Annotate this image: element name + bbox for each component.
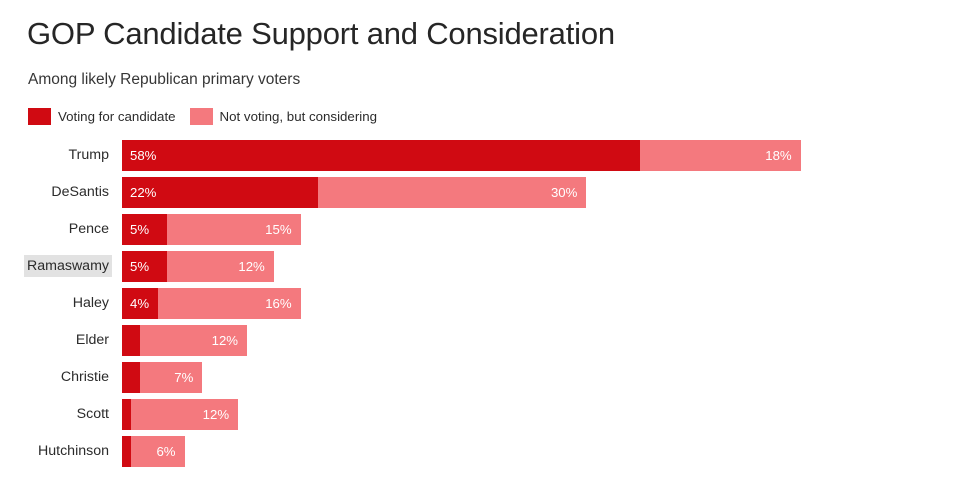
bar-row[interactable]: Ramaswamy 5% 12%: [0, 251, 980, 282]
gridline-60: [657, 140, 659, 479]
legend-item-considering[interactable]: Not voting, but considering: [189, 107, 377, 125]
row-label-ramaswamy[interactable]: Ramaswamy: [24, 251, 112, 282]
gridline-20: [300, 140, 302, 479]
bar-segment-considering[interactable]: 7%: [139, 362, 203, 393]
bar-segment-considering[interactable]: 12%: [166, 251, 274, 282]
bar-value-label: 15%: [265, 222, 292, 237]
bar-row[interactable]: Trump 58% 18%: [0, 140, 980, 171]
bar-track: 5% 15%: [122, 214, 301, 245]
bar-segment-considering[interactable]: 6%: [130, 436, 185, 467]
row-label-christie[interactable]: Christie: [58, 362, 112, 393]
bar-segment-considering[interactable]: 12%: [130, 399, 239, 430]
bar-segment-considering[interactable]: 30%: [318, 177, 587, 208]
bar-track: 22% 30%: [122, 177, 587, 208]
bar-segment-considering[interactable]: 18%: [639, 140, 801, 171]
bar-segment-voting[interactable]: [122, 325, 140, 356]
bar-row[interactable]: Haley 4% 16%: [0, 288, 980, 319]
row-label-haley[interactable]: Haley: [70, 288, 112, 319]
chart-title: GOP Candidate Support and Consideration: [27, 16, 615, 51]
bar-row[interactable]: Hutchinson 6%: [0, 436, 980, 467]
bar-segment-voting[interactable]: 5%: [122, 251, 167, 282]
bar-row[interactable]: Elder 12%: [0, 325, 980, 356]
gridline-50: [568, 140, 570, 479]
row-label-text: Hutchinson: [38, 443, 109, 459]
row-label-trump[interactable]: Trump: [66, 140, 112, 171]
bar-segment-considering[interactable]: 16%: [157, 288, 301, 319]
row-label-text: Elder: [75, 332, 109, 348]
row-label-desantis[interactable]: DeSantis: [48, 177, 112, 208]
bar-segment-voting[interactable]: [122, 399, 131, 430]
plot-area: Trump 58% 18% DeSantis 22% 30% Pence 5% 15% Ramas…: [0, 140, 980, 479]
bar-value-label: 12%: [211, 333, 239, 348]
bar-row[interactable]: DeSantis 22% 30%: [0, 177, 980, 208]
bar-value-label: 4%: [130, 296, 150, 311]
row-label-text: Trump: [68, 147, 109, 163]
bar-value-label: 12%: [238, 259, 265, 274]
row-label-hutchinson[interactable]: Hutchinson: [35, 436, 112, 467]
chart-legend: Voting for candidate Not voting, but cons…: [28, 107, 377, 125]
bar-value-label: 30%: [550, 185, 578, 200]
bar-track: 5% 12%: [122, 251, 274, 282]
bar-segment-voting[interactable]: 4%: [122, 288, 158, 319]
gridline-70: [747, 140, 749, 479]
row-label-scott[interactable]: Scott: [74, 399, 112, 430]
gridline-40: [479, 140, 481, 479]
bar-track: 58% 18%: [122, 140, 801, 171]
bar-row[interactable]: Pence 5% 15%: [0, 214, 980, 245]
legend-label-considering: Not voting, but considering: [219, 108, 377, 124]
bar-segment-considering[interactable]: 15%: [166, 214, 301, 245]
row-label-elder[interactable]: Elder: [73, 325, 112, 356]
bar-value-label: 12%: [202, 407, 230, 422]
bar-value-label: 5%: [130, 259, 150, 274]
legend-swatch-considering: [189, 107, 213, 125]
legend-label-voting: Voting for candidate: [58, 108, 176, 124]
bar-track: 7%: [122, 362, 203, 393]
bar-segment-voting[interactable]: [122, 362, 140, 393]
legend-swatch-voting: [28, 107, 51, 125]
gridline-80: [836, 140, 838, 479]
bar-track: 4% 16%: [122, 288, 301, 319]
bar-value-label: 18%: [765, 148, 792, 163]
gridline-30: [389, 140, 391, 479]
bar-value-label: 5%: [130, 222, 150, 237]
bar-track: 12%: [122, 325, 248, 356]
bar-value-label: 6%: [156, 444, 176, 459]
bar-segment-voting[interactable]: 22%: [122, 177, 319, 208]
row-label-text: Ramaswamy: [24, 255, 112, 277]
row-label-text: DeSantis: [51, 184, 109, 200]
bar-segment-voting[interactable]: [122, 436, 131, 467]
bar-track: 12%: [122, 399, 239, 430]
bar-segment-considering[interactable]: 12%: [139, 325, 248, 356]
bar-value-label: 22%: [130, 185, 157, 200]
row-label-text: Scott: [76, 406, 109, 422]
bar-value-label: 7%: [174, 370, 194, 385]
row-label-text: Christie: [60, 369, 109, 385]
row-label-pence[interactable]: Pence: [66, 214, 112, 245]
bar-value-label: 16%: [265, 296, 292, 311]
chart-subtitle: Among likely Republican primary voters: [28, 71, 301, 88]
legend-item-voting[interactable]: Voting for candidate: [28, 107, 176, 125]
bar-segment-voting[interactable]: 58%: [122, 140, 640, 171]
row-label-text: Haley: [72, 295, 109, 311]
bar-row[interactable]: Scott 12%: [0, 399, 980, 430]
bar-value-label: 58%: [130, 148, 157, 163]
bar-segment-voting[interactable]: 5%: [122, 214, 167, 245]
bar-row[interactable]: Christie 7%: [0, 362, 980, 393]
row-label-text: Pence: [68, 221, 109, 237]
bar-track: 6%: [122, 436, 185, 467]
